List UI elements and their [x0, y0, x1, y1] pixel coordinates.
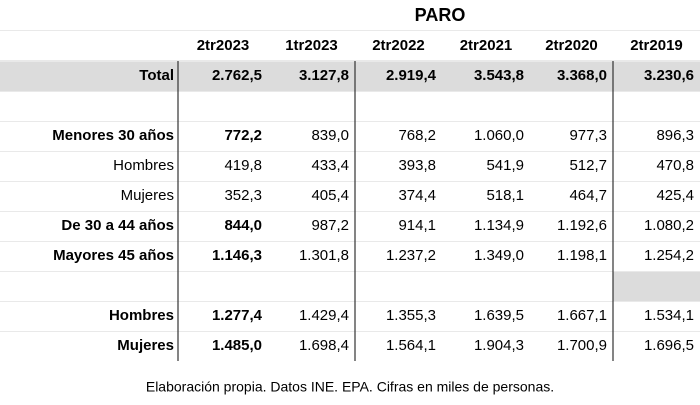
cell: 512,7: [569, 157, 607, 174]
row-label: De 30 a 44 años: [61, 217, 174, 234]
cell: 1.698,4: [299, 337, 349, 354]
cell: 914,1: [398, 217, 436, 234]
cell: 1.639,5: [474, 307, 524, 324]
cell: 1.349,0: [474, 247, 524, 264]
cell: 518,1: [486, 187, 524, 204]
row-bg: [0, 92, 700, 121]
shade: [613, 272, 700, 301]
cell: 977,3: [569, 127, 607, 144]
row-label: Total: [139, 67, 174, 84]
cell: 433,4: [311, 157, 349, 174]
cell: 1.080,2: [644, 217, 694, 234]
cell: 374,4: [398, 187, 436, 204]
column-header: 2tr2020: [545, 37, 598, 54]
cell: 1.564,1: [386, 337, 436, 354]
column-header: 1tr2023: [285, 37, 338, 54]
row-bg: [0, 302, 700, 331]
cell: 1.355,3: [386, 307, 436, 324]
cell: 352,3: [224, 187, 262, 204]
cell: 541,9: [486, 157, 524, 174]
cell: 393,8: [398, 157, 436, 174]
column-header: 2tr2022: [372, 37, 425, 54]
cell: 1.667,1: [557, 307, 607, 324]
cell: 405,4: [311, 187, 349, 204]
cell: 1.534,1: [644, 307, 694, 324]
cell: 839,0: [311, 127, 349, 144]
cell: 3.127,8: [299, 67, 349, 84]
column-header: 2tr2023: [197, 37, 250, 54]
cell: 2.762,5: [212, 67, 262, 84]
cell: 1.237,2: [386, 247, 436, 264]
cell: 1.060,0: [474, 127, 524, 144]
column-header: 2tr2019: [630, 37, 683, 54]
cell: 844,0: [224, 217, 262, 234]
row-label: Menores 30 años: [52, 127, 174, 144]
row-bg: [0, 332, 700, 361]
caption: Elaboración propia. Datos INE. EPA. Cifr…: [146, 379, 554, 395]
cell: 1.904,3: [474, 337, 524, 354]
row-bg: [0, 182, 700, 211]
cell: 768,2: [398, 127, 436, 144]
cell: 1.146,3: [212, 247, 262, 264]
cell: 3.368,0: [557, 67, 607, 84]
cell: 1.192,6: [557, 217, 607, 234]
cell: 464,7: [569, 187, 607, 204]
row-bg: [0, 152, 700, 181]
cell: 1.700,9: [557, 337, 607, 354]
row-bg: [0, 272, 700, 301]
title: PARO: [415, 5, 466, 25]
column-header: 2tr2021: [460, 37, 513, 54]
cell: 425,4: [656, 187, 694, 204]
total-row-bg: [0, 62, 700, 91]
cell: 419,8: [224, 157, 262, 174]
row-label: Mujeres: [117, 337, 174, 354]
cell: 1.134,9: [474, 217, 524, 234]
cell: 1.198,1: [557, 247, 607, 264]
cell: 470,8: [656, 157, 694, 174]
row-label: Mujeres: [121, 187, 174, 204]
cell: 1.429,4: [299, 307, 349, 324]
cell: 3.543,8: [474, 67, 524, 84]
cell: 1.277,4: [212, 307, 263, 324]
cell: 987,2: [311, 217, 349, 234]
header-row: [0, 31, 700, 60]
cell: 1.254,2: [644, 247, 694, 264]
row-bg: [0, 242, 700, 271]
cell: 3.230,6: [644, 67, 694, 84]
row-bg: [0, 122, 700, 151]
cell: 2.919,4: [386, 67, 437, 84]
cell: 1.301,8: [299, 247, 349, 264]
cell: 1.485,0: [212, 337, 262, 354]
cell: 1.696,5: [644, 337, 694, 354]
row-label: Hombres: [113, 157, 174, 174]
row-label: Mayores 45 años: [53, 247, 174, 264]
cell: 896,3: [656, 127, 694, 144]
cell: 772,2: [224, 127, 262, 144]
row-label: Hombres: [109, 307, 174, 324]
row-bg: [0, 212, 700, 241]
